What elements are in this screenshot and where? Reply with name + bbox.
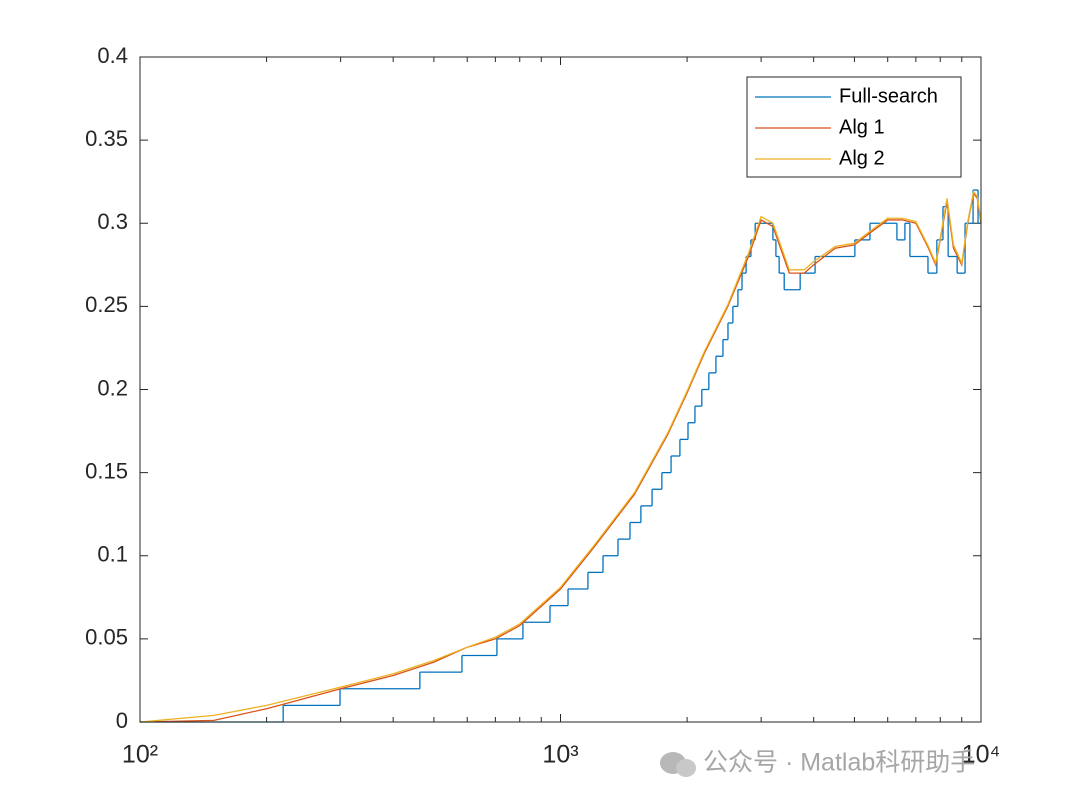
- legend-label: Alg 2: [839, 147, 885, 169]
- y-tick-label: 0.4: [97, 43, 128, 68]
- series-line: [139, 190, 982, 723]
- legend-label: Alg 1: [839, 116, 885, 138]
- y-tick-label: 0: [116, 708, 128, 733]
- x-tick-label: 10³: [542, 741, 578, 769]
- watermark-icon: [676, 759, 696, 777]
- watermark-text: 公众号 · Matlab科研助手: [703, 749, 975, 777]
- y-tick-label: 0.1: [97, 542, 128, 567]
- axes-box: [139, 56, 982, 723]
- legend-label: Full-search: [839, 85, 938, 107]
- watermark: 公众号 · Matlab科研助手: [660, 749, 975, 777]
- y-tick-label: 0.05: [85, 625, 128, 650]
- y-tick-label: 0.2: [97, 375, 128, 400]
- y-tick-label: 0.25: [85, 292, 128, 317]
- legend-box: [746, 76, 962, 178]
- x-tick-label: 10²: [122, 741, 158, 769]
- x-tick-label: 10⁴: [962, 741, 1001, 769]
- legend: Full-search Alg 1 Alg 2: [746, 76, 962, 178]
- y-tick-label: 0.35: [85, 126, 128, 151]
- y-tick-label: 0.3: [97, 209, 128, 234]
- y-tick-label: 0.15: [85, 458, 128, 483]
